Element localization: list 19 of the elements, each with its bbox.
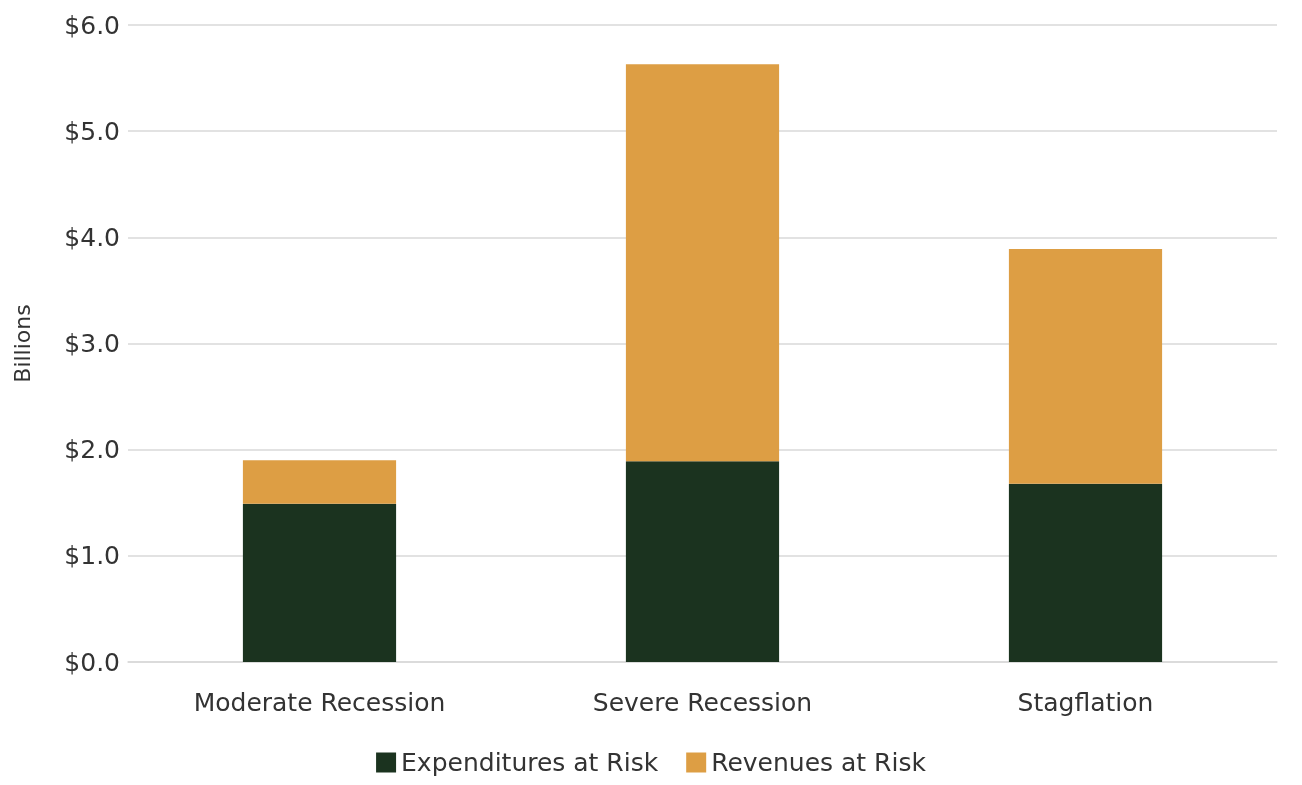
legend-label: Expenditures at Risk xyxy=(401,748,659,777)
y-tick-label: $1.0 xyxy=(64,541,120,571)
y-tick-label: $5.0 xyxy=(64,116,120,146)
bar xyxy=(1008,483,1163,662)
y-tick-label: $4.0 xyxy=(64,222,120,252)
x-tick-label: Stagflation xyxy=(1017,688,1154,717)
bar xyxy=(242,503,397,662)
y-tick-label: $3.0 xyxy=(64,329,120,358)
bar xyxy=(625,64,780,462)
bar xyxy=(625,461,780,662)
y-tick-label: $6.0 xyxy=(64,10,120,40)
y-axis-title: Billions xyxy=(9,304,35,383)
bar xyxy=(1008,249,1163,484)
x-tick-label: Moderate Recession xyxy=(193,688,446,717)
x-tick-label: Severe Recession xyxy=(592,688,813,717)
legend-label: Revenues at Risk xyxy=(711,748,927,777)
y-tick-label: $2.0 xyxy=(64,435,120,465)
y-tick-label: $0.0 xyxy=(64,647,120,677)
bar xyxy=(242,460,397,504)
